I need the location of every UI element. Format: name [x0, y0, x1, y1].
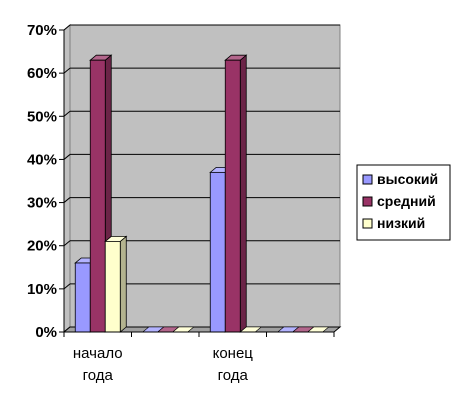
bars	[74, 54, 330, 333]
legend: высокий средний низкий	[356, 164, 451, 241]
x-category-label: начало	[73, 345, 123, 362]
side-gridline	[63, 283, 71, 290]
y-tick-label: 0%	[35, 324, 57, 341]
x-category-label: года	[83, 367, 114, 384]
axes: 0% 10% 20% 30% 40% 50% 60% 70% начало года конец го…	[27, 22, 335, 384]
bar-front	[74, 262, 91, 333]
side-gridline	[63, 110, 71, 117]
bar-низкий	[104, 235, 128, 333]
legend-item: высокий	[362, 171, 438, 187]
legend-swatch	[362, 196, 373, 207]
legend-label: низкий	[377, 215, 425, 231]
y-tick-label: 30%	[27, 195, 57, 212]
side-gridline	[63, 67, 71, 74]
x-category-label: конец	[213, 345, 254, 362]
bar-front	[104, 240, 121, 333]
side-gridline	[63, 197, 71, 203]
x-category-label: года	[218, 367, 249, 384]
legend-item: низкий	[362, 215, 425, 231]
legend-label: высокий	[377, 171, 438, 187]
bar-front	[209, 171, 226, 333]
bar-side	[239, 54, 247, 333]
y-tick-label: 20%	[27, 238, 57, 255]
bar-front	[224, 59, 241, 333]
y-tick-label: 50%	[27, 108, 57, 125]
side-gridline	[63, 154, 71, 160]
bar-side	[119, 235, 127, 333]
y-tick-label: 60%	[27, 65, 57, 82]
y-tick-label: 10%	[27, 281, 57, 298]
legend-label: средний	[377, 193, 436, 209]
y-tick-label: 70%	[27, 22, 57, 39]
side-gridline	[63, 24, 71, 31]
legend-swatch	[362, 174, 373, 185]
bar-средний	[224, 54, 248, 333]
bar-front	[89, 59, 106, 333]
side-gridline	[63, 240, 71, 247]
y-tick-label: 40%	[27, 151, 57, 168]
legend-swatch	[362, 218, 373, 229]
legend-item: средний	[362, 193, 436, 209]
